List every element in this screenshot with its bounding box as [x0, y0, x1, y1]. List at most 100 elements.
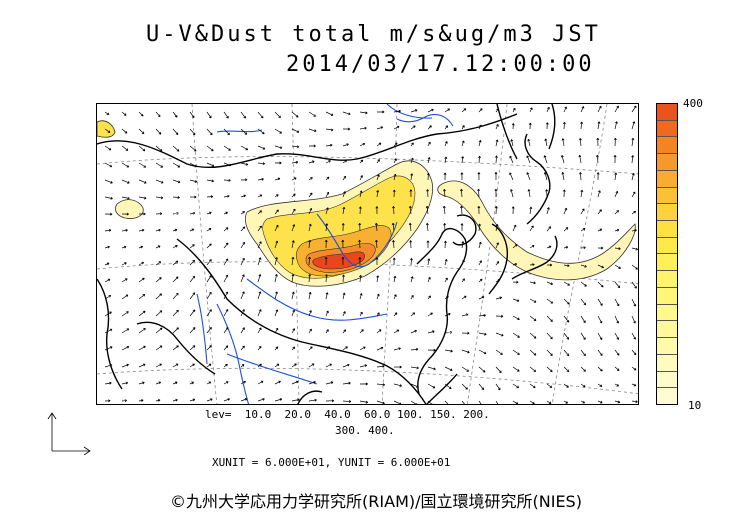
- wind-arrow: [291, 145, 300, 149]
- colorbar-segment: [657, 204, 677, 222]
- colorbar-segment: [657, 321, 677, 339]
- wind-arrow: [240, 291, 245, 300]
- wind-arrow: [546, 298, 554, 304]
- wind-arrow: [631, 332, 636, 340]
- wind-arrow: [408, 222, 412, 232]
- wind-arrow: [410, 312, 416, 317]
- wind-arrow: [308, 192, 313, 198]
- wind-arrow: [546, 366, 553, 373]
- wind-arrow: [342, 191, 346, 198]
- wind-arrow: [393, 329, 400, 334]
- wind-arrow: [631, 137, 635, 147]
- wind-arrow: [206, 111, 212, 119]
- map-panel[interactable]: [96, 103, 639, 405]
- wind-arrow: [240, 345, 245, 351]
- wind-arrow: [172, 162, 181, 168]
- wind-arrow: [631, 191, 636, 198]
- wind-arrow: [545, 189, 549, 198]
- wind-arrow: [427, 141, 431, 147]
- wind-arrow: [376, 383, 386, 387]
- wind-arrow: [425, 222, 429, 232]
- wind-arrow: [444, 258, 448, 266]
- wind-arrow: [324, 239, 328, 249]
- colorbar: [656, 103, 678, 405]
- wind-arrow: [257, 291, 262, 300]
- wind-arrow: [596, 172, 600, 181]
- wind-arrow: [393, 383, 402, 387]
- wind-arrow: [308, 274, 312, 283]
- wind-arrow: [155, 261, 162, 266]
- wind-arrow: [223, 242, 229, 249]
- wind-arrow: [392, 189, 396, 198]
- wind-arrow: [291, 309, 295, 317]
- wind-arrow: [613, 137, 617, 147]
- wind-arrow: [240, 145, 249, 151]
- wind-arrow: [512, 383, 520, 389]
- wind-arrow: [325, 128, 334, 132]
- wind-arrow: [408, 205, 412, 215]
- wind-arrow: [580, 349, 586, 357]
- wind-arrow: [631, 228, 637, 232]
- wind-arrow: [104, 228, 112, 232]
- wind-arrow: [461, 140, 465, 147]
- wind-arrow: [325, 363, 332, 368]
- wind-arrow: [121, 196, 130, 200]
- wind-arrow: [546, 332, 553, 340]
- wind-arrow: [359, 311, 363, 317]
- wind-arrow: [376, 364, 385, 368]
- wind-arrow: [410, 173, 414, 181]
- wind-arrow: [223, 345, 229, 351]
- wind-vector-field: [104, 105, 638, 404]
- wind-arrow: [189, 345, 196, 351]
- wind-arrow: [478, 400, 482, 404]
- wind-arrow: [426, 189, 430, 198]
- wind-arrow: [138, 179, 147, 184]
- wind-arrow: [427, 383, 436, 389]
- wind-arrow: [580, 106, 585, 113]
- wind-arrow: [257, 210, 262, 215]
- wind-arrow: [510, 189, 514, 198]
- wind-arrow: [121, 162, 130, 168]
- wind-arrow: [155, 345, 163, 351]
- wind-arrow: [223, 162, 232, 167]
- wind-arrow: [325, 329, 329, 334]
- wind-arrow: [631, 383, 637, 387]
- colorbar-segment: [657, 338, 677, 355]
- wind-arrow: [461, 125, 465, 130]
- wind-arrow: [614, 349, 620, 356]
- wind-arrow: [614, 105, 619, 113]
- wind-arrow: [257, 177, 264, 181]
- wind-arrow: [427, 108, 434, 113]
- wind-arrow: [172, 398, 178, 402]
- wind-arrow: [341, 223, 345, 232]
- wind-arrow: [206, 327, 212, 334]
- wind-arrow: [308, 346, 313, 351]
- wind-arrow: [206, 128, 213, 136]
- wind-arrow: [478, 140, 482, 147]
- wind-arrow: [359, 111, 368, 115]
- wind-arrow: [223, 309, 229, 317]
- unit-vector-scale: XUNIT = 6.000E+01, YUNIT = 6.000E+01: [212, 456, 451, 469]
- wind-arrow: [308, 310, 312, 317]
- wind-arrow: [172, 345, 179, 351]
- wind-arrow: [597, 366, 603, 372]
- wind-arrow: [341, 256, 345, 266]
- colorbar-segment: [657, 237, 677, 255]
- wind-arrow: [189, 363, 195, 368]
- wind-arrow: [614, 247, 621, 250]
- wind-arrow: [444, 400, 450, 404]
- wind-arrow: [155, 363, 162, 368]
- colorbar-segment: [657, 388, 677, 404]
- wind-arrow: [477, 188, 481, 198]
- copyright-notice: ©九州大学応用力学研究所(RIAM)/国立環境研究所(NIES): [170, 492, 582, 511]
- wind-arrow: [138, 228, 145, 232]
- wind-arrow: [375, 239, 378, 249]
- wind-arrow: [155, 111, 161, 118]
- wind-arrow: [342, 346, 348, 351]
- wind-arrow: [274, 194, 279, 198]
- colorbar-segment: [657, 304, 677, 322]
- wind-arrow: [614, 210, 619, 215]
- wind-arrow: [308, 291, 312, 300]
- wind-arrow: [155, 162, 164, 168]
- wind-arrow: [461, 313, 469, 317]
